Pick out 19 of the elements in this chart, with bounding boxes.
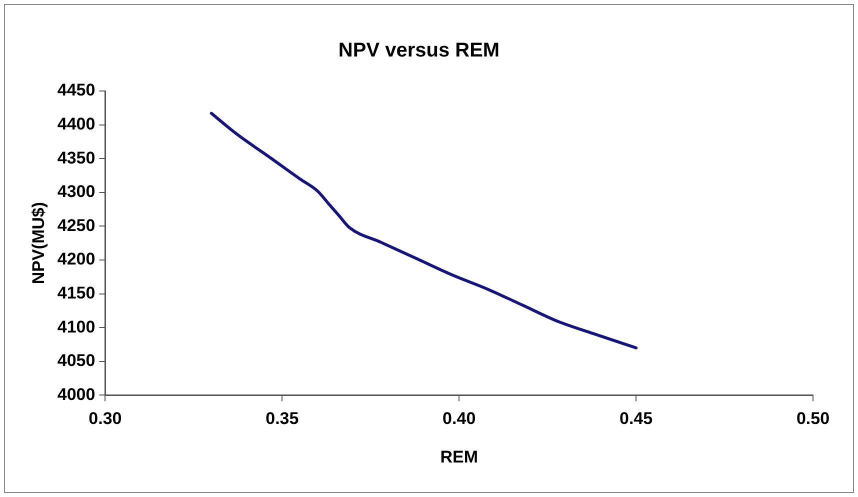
x-tick-label: 0.50 (796, 409, 830, 428)
x-tick-label: 0.30 (88, 409, 122, 428)
y-tick-label: 4350 (57, 148, 96, 168)
chart-title: NPV versus REM (338, 40, 500, 62)
y-tick-label: 4450 (57, 80, 96, 100)
x-axis-title: REM (440, 447, 478, 466)
x-tick-label: 0.40 (442, 409, 476, 428)
y-tick-label: 4250 (57, 216, 96, 235)
y-tick-label: 4200 (57, 250, 96, 269)
x-tick-label: 0.35 (266, 409, 299, 428)
line-series (210, 112, 638, 350)
y-tick-label: 4100 (57, 317, 96, 336)
y-tick-label: 4150 (57, 283, 96, 302)
y-tick-label: 4000 (57, 384, 96, 404)
y-tick-label: 4300 (57, 182, 96, 202)
y-tick-label: 4400 (57, 114, 96, 134)
x-tick-label: 0.45 (620, 409, 653, 428)
y-axis-title: NPV(MU$) (28, 202, 48, 284)
y-tick-label: 4050 (57, 351, 96, 370)
